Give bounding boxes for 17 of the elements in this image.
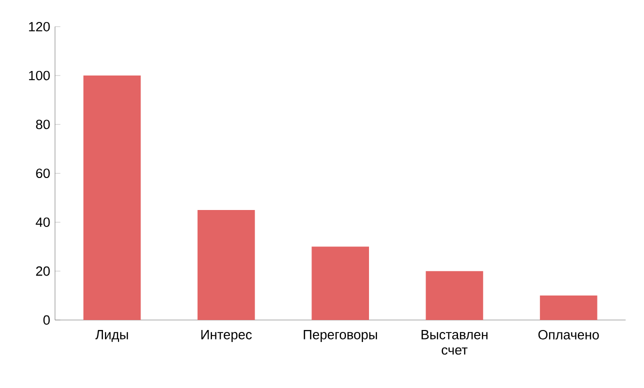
x-tick-label: Интерес	[201, 330, 252, 342]
y-tick-label: 120	[29, 22, 50, 32]
bar	[540, 296, 598, 320]
bar	[83, 76, 141, 320]
y-tick-label: 100	[29, 70, 50, 80]
y-tick-label: 40	[36, 217, 50, 227]
bar	[312, 246, 369, 320]
y-tick-label: 80	[36, 120, 50, 130]
bar	[198, 210, 255, 320]
y-tick-label: 20	[36, 266, 50, 276]
bar	[426, 271, 484, 320]
y-tick-label: 60	[36, 168, 50, 178]
x-tick-label: Выставлен счет	[422, 330, 488, 355]
x-tick-label: Оплачено	[538, 330, 599, 340]
x-tick-label: Переговоры	[304, 330, 377, 342]
y-tick-label: 0	[43, 315, 50, 325]
x-tick-label: Лиды	[95, 330, 128, 342]
